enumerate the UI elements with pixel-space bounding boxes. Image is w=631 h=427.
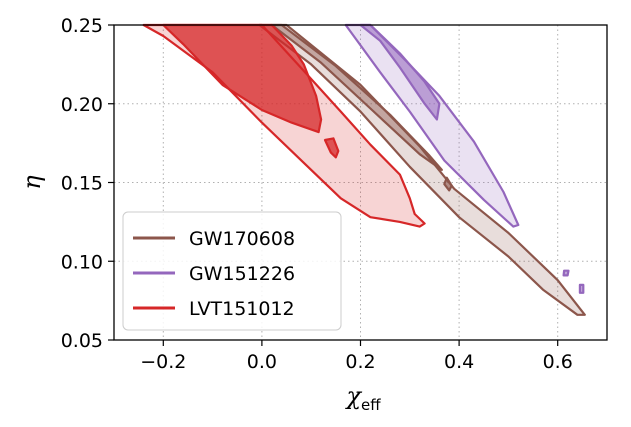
contour-gw170608-blob-2 xyxy=(443,176,453,192)
contour-series xyxy=(142,23,586,316)
y-axis-label: η xyxy=(18,175,46,190)
y-tick-label-3: 0.20 xyxy=(61,94,103,116)
contour-gw151226-blob-2 xyxy=(562,269,570,277)
x-tick-label-2: 0.2 xyxy=(345,351,375,373)
x-axis-label: χeff xyxy=(345,382,382,414)
series-gw151226 xyxy=(344,23,585,294)
series-lvt151012 xyxy=(142,23,426,228)
contour-gw170608-50pct-1 xyxy=(270,23,443,171)
y-tick-label-1: 0.10 xyxy=(61,251,103,273)
contour-lvt151012-50pct-1 xyxy=(162,23,323,134)
legend-label-lvt151012: LVT151012 xyxy=(189,298,295,320)
contour-gw151226-blob-3 xyxy=(578,283,585,294)
legend-box xyxy=(122,211,342,331)
legend-label-gw170608: GW170608 xyxy=(189,228,295,250)
x-tick-label-4: 0.6 xyxy=(543,351,573,373)
contour-gw151226-50pct-1 xyxy=(359,23,441,121)
contour-lvt151012-blob-2 xyxy=(323,137,340,159)
x-tick-label-1: 0.0 xyxy=(247,351,277,373)
x-tick-label-0: −0.2 xyxy=(140,351,186,373)
x-tick-label-3: 0.4 xyxy=(444,351,474,373)
axis-ticks: −0.2 0.0 0.2 0.4 0.6 0.05 0.10 0.15 0.20 0.25 xyxy=(61,15,573,373)
y-tick-label-2: 0.15 xyxy=(61,173,103,195)
y-tick-label-4: 0.25 xyxy=(61,15,103,37)
y-tick-label-0: 0.05 xyxy=(61,330,103,352)
series-gw170608 xyxy=(258,23,586,316)
legend-label-gw151226: GW151226 xyxy=(189,263,295,285)
legend: GW170608 GW151226 LVT151012 xyxy=(122,211,342,331)
contour-lvt151012-90pct-0 xyxy=(142,23,426,228)
